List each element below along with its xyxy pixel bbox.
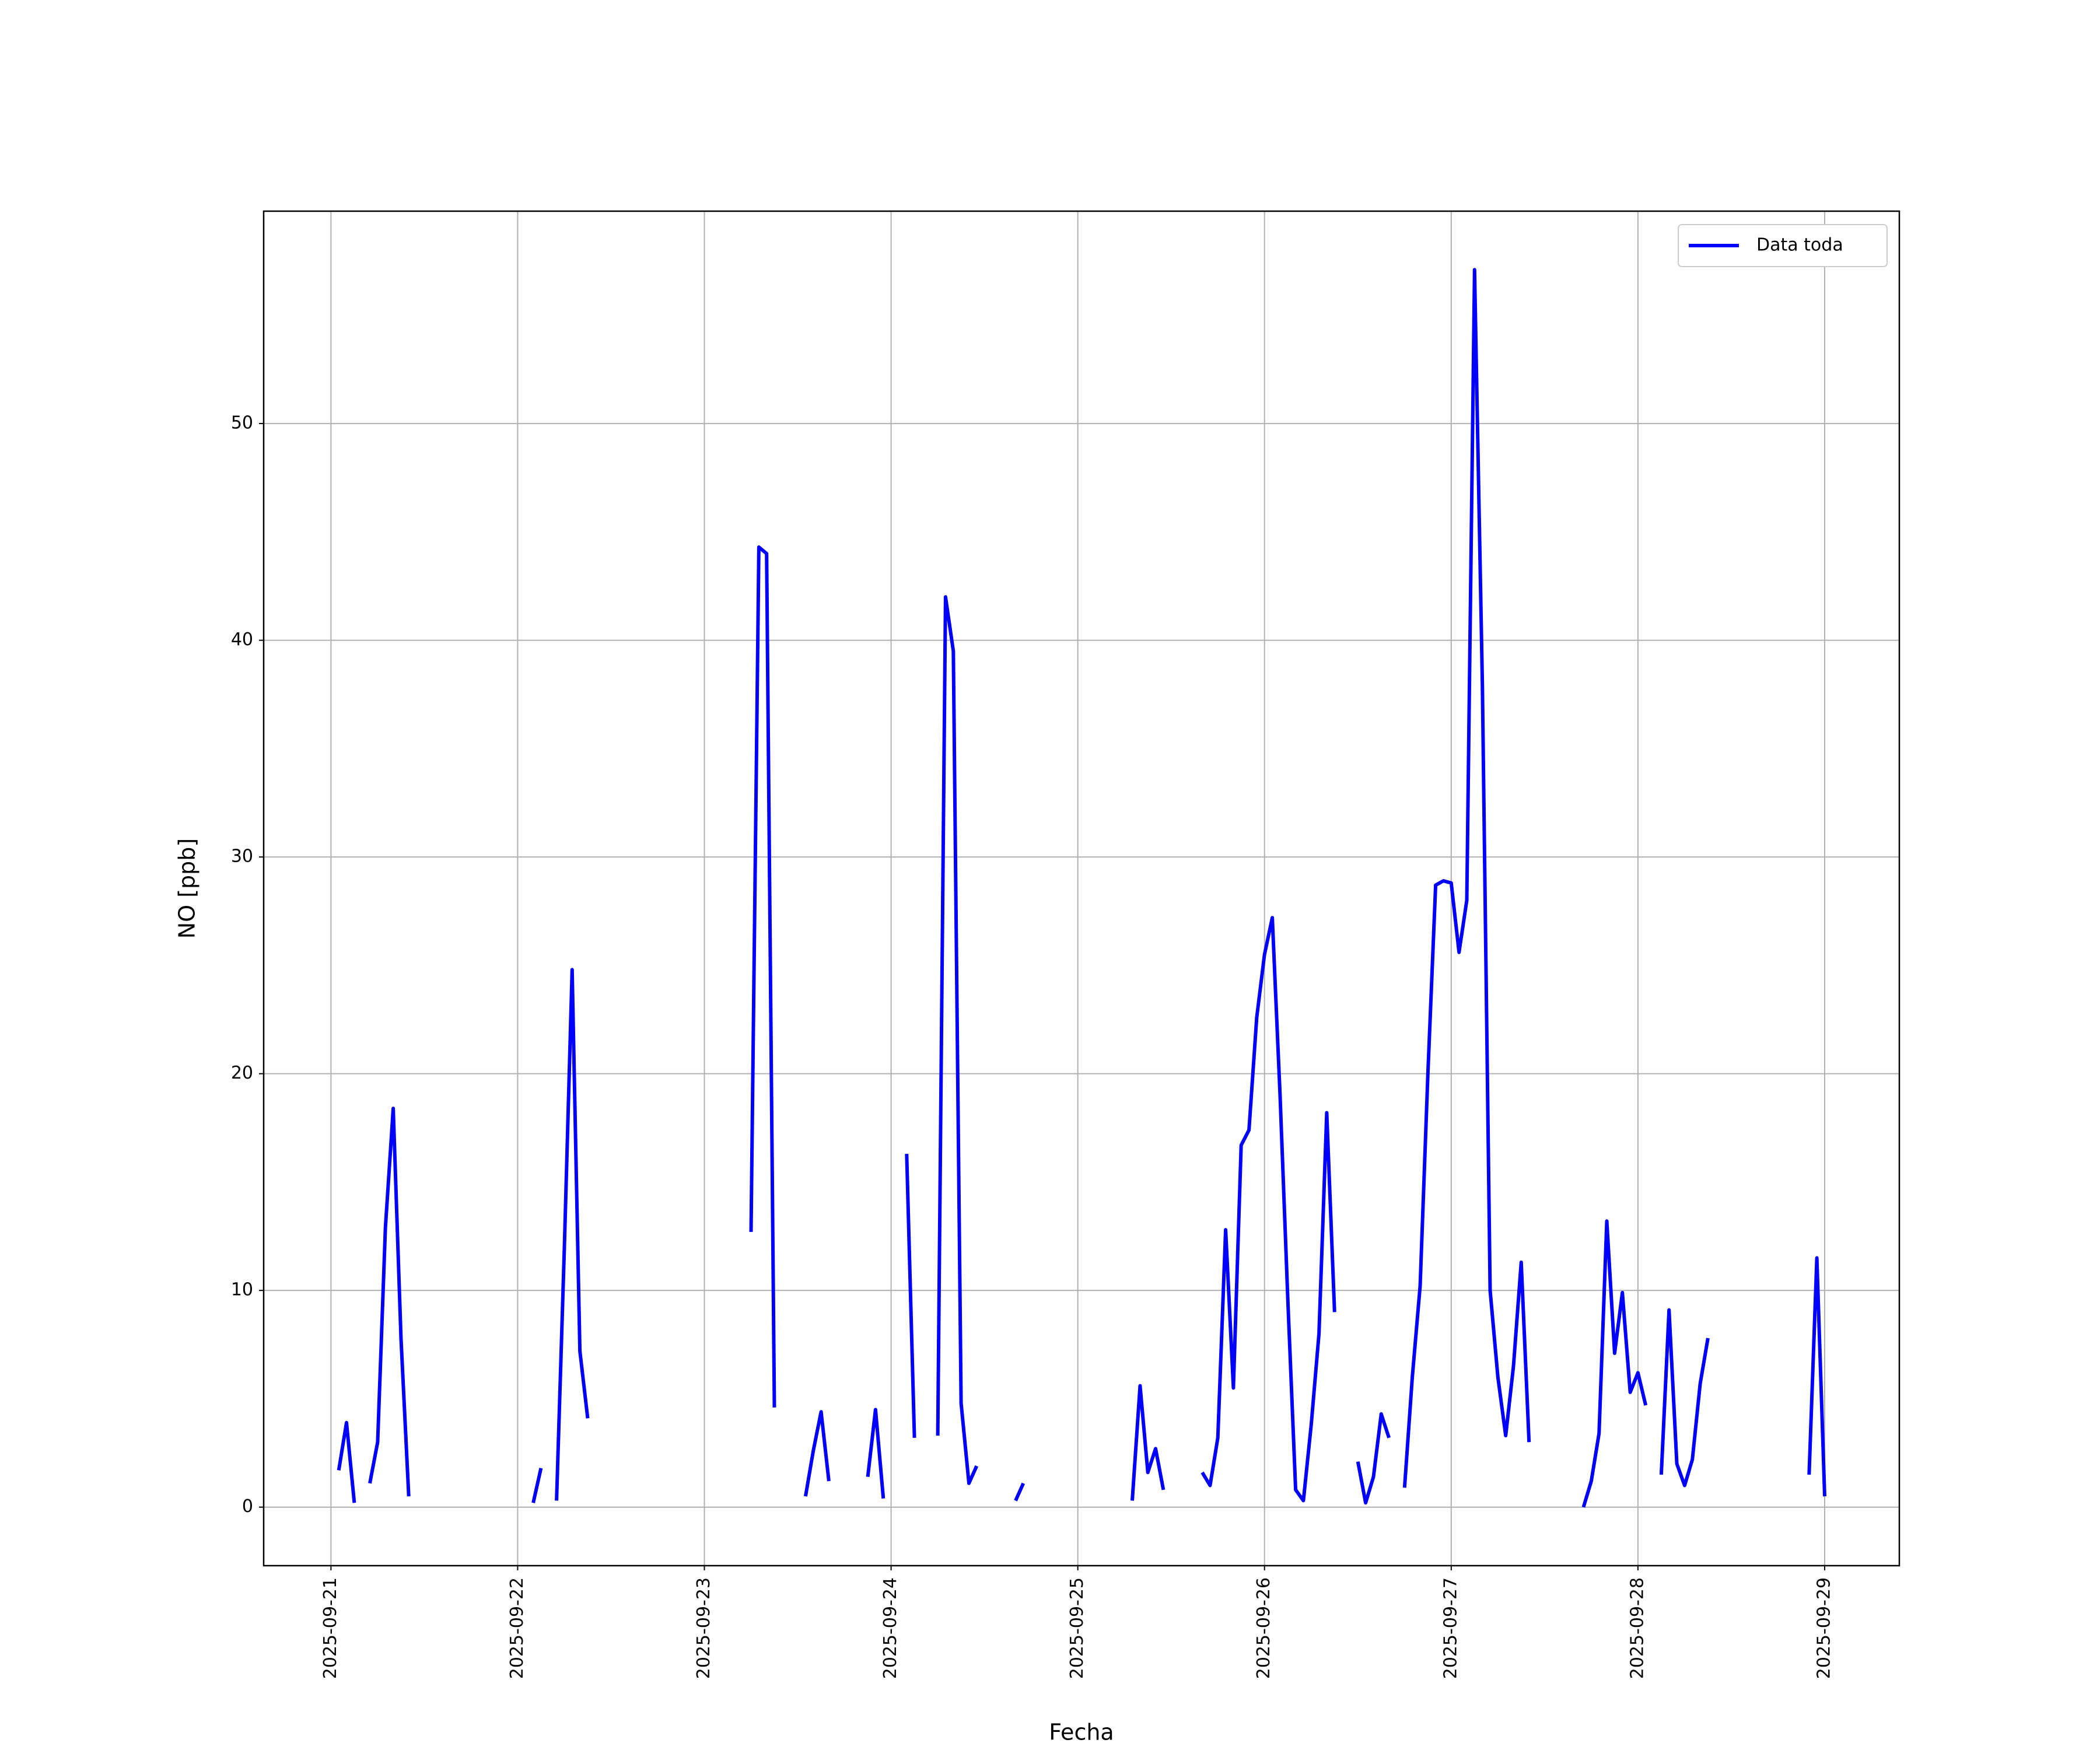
y-tick-label: 10	[231, 1280, 253, 1300]
x-tick-label: 2025-09-22	[507, 1577, 527, 1679]
x-tick-label: 2025-09-25	[1067, 1577, 1087, 1679]
x-tick-label: 2025-09-27	[1440, 1577, 1461, 1679]
legend-box	[1678, 224, 1888, 267]
y-axis-label: NO [ppb]	[174, 838, 200, 939]
plot-frame	[262, 210, 1901, 1567]
x-tick-label: 2025-09-29	[1814, 1577, 1834, 1679]
x-tick-label: 2025-09-24	[880, 1577, 901, 1679]
x-axis-label: Fecha	[1049, 1720, 1114, 1745]
y-tick-label: 50	[231, 413, 253, 433]
legend-label: Data toda	[1756, 235, 1843, 256]
y-tick-label: 20	[231, 1063, 253, 1083]
y-tick-label: 40	[231, 629, 253, 650]
y-tick-label: 0	[242, 1496, 253, 1517]
x-tick-label: 2025-09-28	[1627, 1577, 1647, 1679]
x-tick-label: 2025-09-23	[694, 1577, 714, 1679]
x-tick-label: 2025-09-21	[320, 1577, 341, 1679]
x-tick-label: 2025-09-26	[1254, 1577, 1274, 1679]
data-line	[337, 268, 1826, 1508]
y-tick-label: 30	[231, 846, 253, 867]
